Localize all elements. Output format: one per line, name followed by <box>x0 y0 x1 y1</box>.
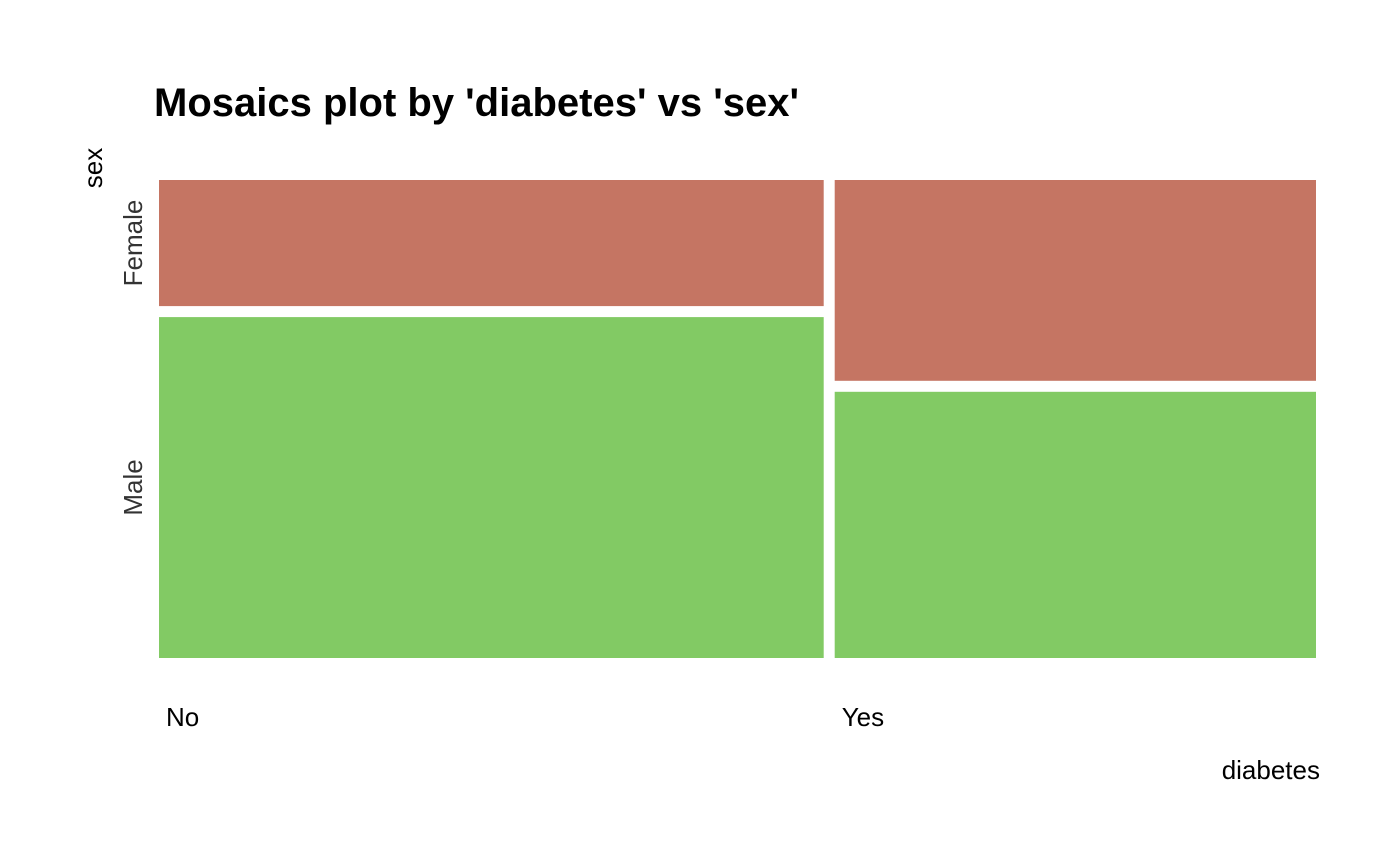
y-tick-label-female: Female <box>118 200 148 287</box>
tile-no-male <box>159 317 824 658</box>
tile-yes-male <box>834 391 1316 658</box>
tile-no-female <box>159 180 824 307</box>
chart-title: Mosaics plot by 'diabetes' vs 'sex' <box>154 81 799 125</box>
mosaic-tiles <box>159 180 1316 658</box>
x-axis-ticks: No Yes <box>166 702 884 732</box>
y-axis-title: sex <box>78 148 108 188</box>
y-tick-label-male: Male <box>118 459 148 515</box>
tile-yes-female <box>834 180 1316 381</box>
x-tick-label-yes: Yes <box>842 702 884 732</box>
y-axis-ticks: Female Male <box>118 200 148 516</box>
x-axis-title: diabetes <box>1222 755 1320 785</box>
x-tick-label-no: No <box>166 702 199 732</box>
